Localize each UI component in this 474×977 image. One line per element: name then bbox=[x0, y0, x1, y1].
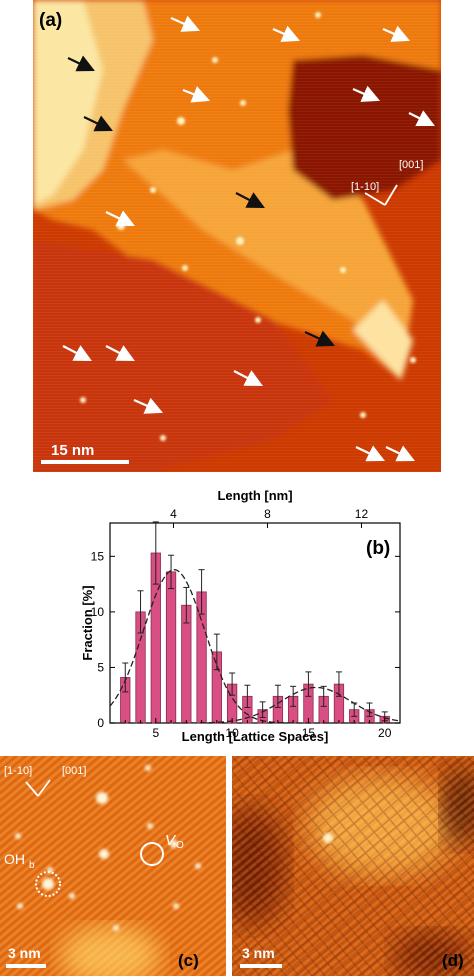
arrow-marker bbox=[233, 370, 263, 387]
arrow-marker bbox=[133, 397, 164, 414]
gaussian-fit-line bbox=[110, 686, 401, 724]
arrow-marker bbox=[83, 115, 113, 132]
hydroxyl-marker-circle bbox=[35, 871, 61, 897]
direction-label-1-10: [1-10] bbox=[351, 181, 379, 193]
scale-bar-d bbox=[240, 964, 282, 968]
direction-label-001: [001] bbox=[399, 159, 423, 171]
y-tick-label: 10 bbox=[91, 605, 105, 619]
x-tick-label: 10 bbox=[225, 726, 239, 740]
direction-indicator-c bbox=[25, 779, 51, 797]
top-tick-label: 8 bbox=[264, 507, 271, 521]
vacancy-label-subscript: O bbox=[176, 840, 184, 851]
panel-label-c: (c) bbox=[178, 951, 199, 970]
scale-bar-c bbox=[6, 964, 46, 968]
stm-image-c-canvas: V O OH b [1-10] [001] 3 nm (c) bbox=[0, 756, 226, 976]
arrow-marker bbox=[62, 345, 92, 362]
stm-image-d-canvas: 3 nm (d) bbox=[232, 756, 474, 976]
histogram-bar bbox=[165, 571, 177, 724]
arrow-marker bbox=[105, 345, 135, 362]
arrow-marker bbox=[385, 445, 415, 462]
arrow-marker bbox=[67, 55, 95, 72]
arrow-marker bbox=[235, 192, 265, 209]
stm-image-d: 3 nm (d) bbox=[232, 756, 474, 976]
panel-label-b: (b) bbox=[366, 538, 390, 559]
x-tick-label: 5 bbox=[152, 726, 159, 740]
stm-image-c: V O OH b [1-10] [001] 3 nm (c) bbox=[0, 756, 226, 976]
hydroxyl-label: OH bbox=[4, 851, 25, 867]
vacancy-label: V bbox=[165, 832, 177, 849]
x-tick-label: 15 bbox=[302, 726, 316, 740]
arrow-marker bbox=[408, 110, 435, 126]
gaussian-fit-line bbox=[109, 569, 400, 724]
arrow-marker bbox=[272, 25, 301, 42]
arrow-marker bbox=[170, 15, 201, 32]
y-tick-label: 5 bbox=[97, 660, 104, 674]
y-tick-label: 0 bbox=[97, 716, 104, 730]
arrow-marker bbox=[182, 86, 211, 103]
top-tick-label: 4 bbox=[170, 507, 177, 521]
arrow-marker bbox=[355, 445, 385, 462]
histogram-chart: 5 10 15 20 0 5 10 15 4 8 12 Length [nm] Length [La… bbox=[80, 488, 401, 744]
arrow-marker bbox=[105, 210, 135, 227]
arrow-marker bbox=[382, 25, 411, 42]
hydroxyl-label-subscript: b bbox=[29, 860, 35, 871]
top-tick-label: 12 bbox=[355, 507, 369, 521]
scale-bar-a bbox=[41, 460, 129, 464]
histogram-panel: 5 10 15 20 0 5 10 15 4 8 12 Length [nm] Length [La… bbox=[0, 478, 474, 750]
arrow-marker bbox=[352, 85, 381, 102]
y-tick-label: 15 bbox=[91, 549, 105, 563]
y-axis-label: Fraction [%] bbox=[80, 585, 95, 660]
direction-label-001-c: [001] bbox=[62, 765, 86, 777]
panel-label-a: (a) bbox=[39, 10, 62, 31]
x-tick-label: 20 bbox=[378, 726, 392, 740]
vacancy-marker-circle bbox=[140, 842, 164, 866]
scale-bar-label-a: 15 nm bbox=[51, 442, 94, 459]
top-axis-label: Length [nm] bbox=[217, 488, 292, 503]
panel-label-d: (d) bbox=[442, 951, 464, 970]
plot-frame bbox=[109, 522, 401, 724]
scale-bar-label-d: 3 nm bbox=[242, 945, 275, 961]
direction-label-1-10-c: [1-10] bbox=[4, 765, 32, 777]
x-axis-label: Length [Lattice Spaces] bbox=[182, 729, 329, 744]
direction-indicator bbox=[364, 184, 398, 206]
arrow-marker bbox=[304, 330, 335, 347]
stm-image-a: [001] [1-10] (a) 15 nm bbox=[33, 0, 441, 472]
scale-bar-label-c: 3 nm bbox=[8, 945, 41, 961]
stm-image-a-canvas: [001] [1-10] (a) 15 nm bbox=[33, 0, 441, 472]
